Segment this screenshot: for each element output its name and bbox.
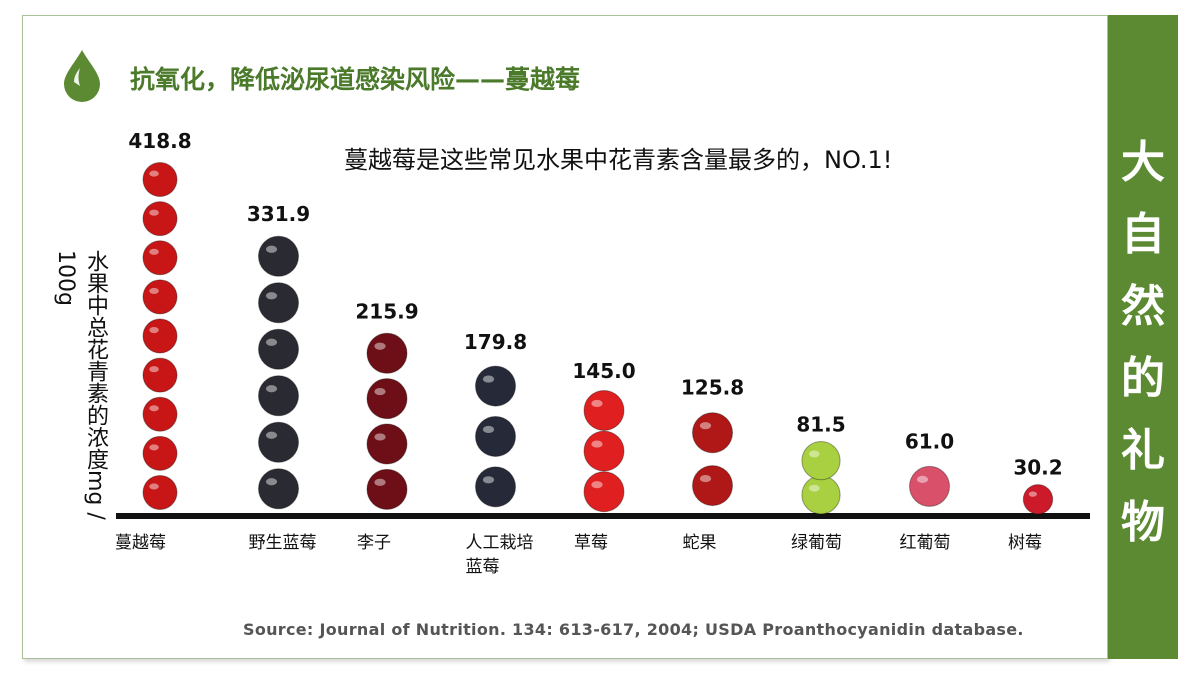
bar-fruit xyxy=(366,378,408,420)
fruit-highlight xyxy=(149,170,159,177)
fruit-highlight xyxy=(374,387,386,396)
fruit-highlight xyxy=(808,484,820,492)
bar-fruit xyxy=(475,466,516,508)
fruit-highlight xyxy=(265,292,278,300)
bar-fruit xyxy=(475,365,516,407)
chart-title: 蔓越莓是这些常见水果中花青素含量最多的，NO.1! xyxy=(344,146,893,174)
fruit-highlight xyxy=(699,422,712,430)
bar-fruit xyxy=(258,282,299,324)
value-label: 331.9 xyxy=(247,202,310,226)
fruit-highlight xyxy=(808,450,820,458)
bar-fruit xyxy=(366,332,408,374)
fruit-highlight xyxy=(374,433,386,441)
fruit-highlight xyxy=(591,399,603,408)
value-label: 61.0 xyxy=(905,430,954,454)
bar-蔓越莓 xyxy=(142,162,178,510)
category-label: 李子 xyxy=(357,533,391,553)
bar-fruit xyxy=(142,240,178,276)
category-label: 蓝莓 xyxy=(466,557,500,577)
value-label: 125.8 xyxy=(681,375,744,399)
category-label: 草莓 xyxy=(574,533,608,553)
bar-fruit xyxy=(142,474,178,510)
fruit-highlight xyxy=(149,209,159,216)
bar-fruit xyxy=(583,430,625,472)
bar-fruit xyxy=(1022,484,1054,515)
bar-fruit xyxy=(142,162,178,198)
category-label: 人工栽培 xyxy=(466,533,534,553)
bar-fruit xyxy=(366,423,408,465)
bar-李子 xyxy=(366,332,408,510)
bar-fruit xyxy=(258,421,299,463)
value-label: 81.5 xyxy=(796,412,845,436)
fruit-highlight xyxy=(265,338,278,346)
sidebar-text: 大自然的礼物 xyxy=(1121,137,1165,548)
value-label: 215.9 xyxy=(355,300,418,324)
y-axis-label: 水果中总花青素的浓度mg / 100g xyxy=(53,250,108,520)
bar-fruit xyxy=(258,328,299,370)
bar-fruit xyxy=(801,475,841,515)
value-label: 30.2 xyxy=(1013,456,1062,480)
header-title: 抗氧化，降低泌尿道感染风险——蔓越莓 xyxy=(130,65,581,94)
bar-红葡萄 xyxy=(909,465,950,507)
bar-fruit xyxy=(909,465,950,507)
category-label: 野生蓝莓 xyxy=(249,533,317,553)
bar-fruit xyxy=(475,415,516,457)
bar-fruit xyxy=(692,465,733,507)
fruit-highlight xyxy=(265,478,278,486)
category-label: 蔓越莓 xyxy=(115,533,166,553)
source-note: Source: Journal of Nutrition. 134: 613-6… xyxy=(243,620,1024,639)
value-label: 418.8 xyxy=(128,129,191,153)
category-label: 蛇果 xyxy=(683,533,717,553)
category-label: 绿葡萄 xyxy=(791,533,842,553)
slide-frame xyxy=(22,15,1108,659)
bar-fruit xyxy=(142,396,178,432)
bar-蛇果 xyxy=(692,412,733,507)
fruit-highlight xyxy=(265,385,278,393)
fruit-highlight xyxy=(149,444,159,451)
fruit-highlight xyxy=(149,366,159,373)
value-label: 179.8 xyxy=(464,330,527,354)
water-drop-icon xyxy=(64,50,100,102)
sidebar-banner: 大自然的礼物 xyxy=(1108,15,1178,659)
fruit-highlight xyxy=(149,248,159,255)
bar-fruit xyxy=(801,440,841,481)
bar-人工栽培蓝莓 xyxy=(475,365,516,508)
fruit-highlight xyxy=(591,440,603,448)
fruit-highlight xyxy=(149,287,159,294)
bar-fruit xyxy=(583,471,625,513)
bar-fruit xyxy=(258,375,299,417)
category-label: 树莓 xyxy=(1008,533,1042,553)
fruit-highlight xyxy=(1028,491,1037,497)
bar-fruit xyxy=(258,468,299,510)
bar-野生蓝莓 xyxy=(258,235,299,510)
bar-草莓 xyxy=(583,389,625,513)
bar-fruit xyxy=(142,318,178,354)
fruit-highlight xyxy=(699,474,712,483)
bar-fruit xyxy=(142,279,178,315)
fruit-highlight xyxy=(149,483,159,490)
fruit-highlight xyxy=(149,405,159,412)
fruit-highlight xyxy=(591,481,603,489)
fruit-highlight xyxy=(374,478,386,486)
bar-树莓 xyxy=(1022,484,1054,515)
fruit-highlight xyxy=(149,326,159,334)
bar-fruit xyxy=(142,201,178,237)
bar-fruit xyxy=(583,389,625,431)
bar-fruit xyxy=(692,412,733,454)
bar-绿葡萄 xyxy=(801,440,841,515)
fruit-highlight xyxy=(916,475,929,483)
fruit-highlight xyxy=(265,245,278,253)
fruit-highlight xyxy=(482,425,495,434)
bar-fruit xyxy=(258,235,299,277)
bar-fruit xyxy=(142,357,178,393)
fruit-highlight xyxy=(374,342,386,350)
fruit-highlight xyxy=(482,476,495,484)
fruit-highlight xyxy=(482,375,495,383)
bar-fruit xyxy=(142,435,178,471)
fruit-highlight xyxy=(265,431,278,439)
value-label: 145.0 xyxy=(572,359,635,383)
category-label: 红葡萄 xyxy=(900,533,951,553)
bar-fruit xyxy=(366,468,408,510)
